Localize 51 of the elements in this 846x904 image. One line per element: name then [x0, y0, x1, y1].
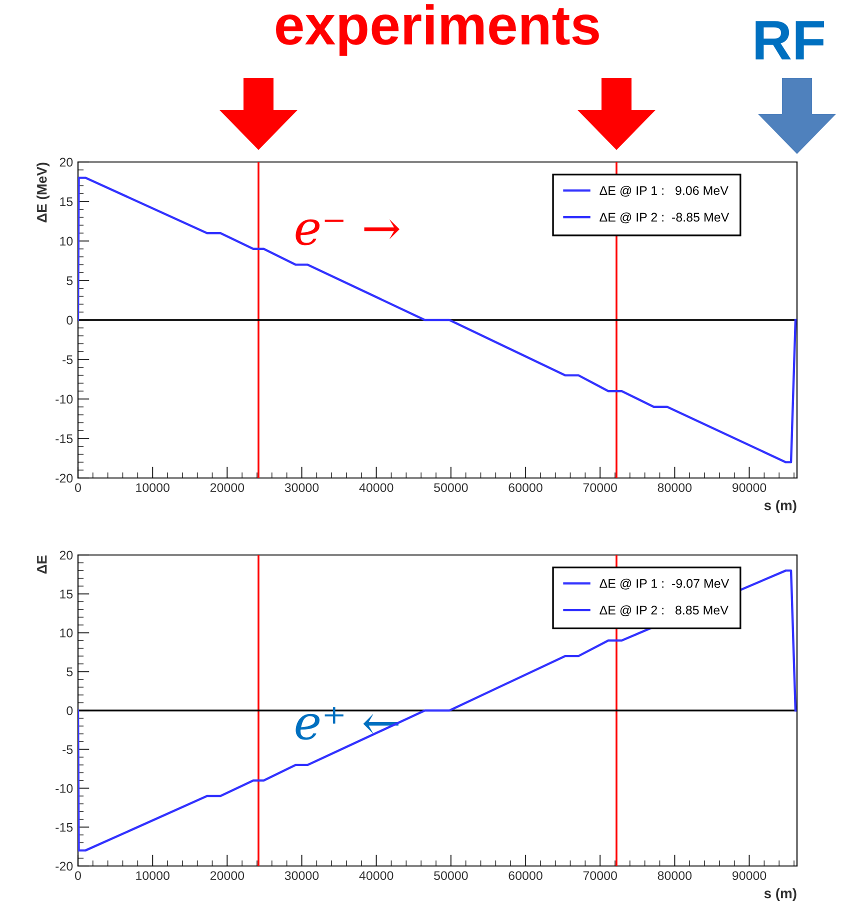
text: RF [756, 21, 824, 60]
y-tick-label: 20 [60, 550, 73, 560]
y-tick-label: -15 [56, 434, 73, 444]
line-series [78, 176, 797, 464]
x-tick-label: 80000 [658, 483, 692, 492]
x-tick-label: 90000 [732, 483, 766, 492]
x-tick-label: 60000 [508, 871, 542, 880]
annotation: ΔE @ IP 2 : 8.85 MeV [600, 605, 728, 616]
x-axis-title: s (m) [764, 500, 796, 514]
y-tick-label: -20 [56, 474, 73, 483]
annotation: ΔE @ IP 1 : 9.06 MeV [600, 186, 728, 197]
y-tick-label: 5 [66, 276, 73, 286]
y-tick-label: -10 [56, 784, 73, 793]
x-tick-label: 0 [75, 483, 81, 492]
line-series [78, 569, 797, 852]
x-tick-label: 20000 [210, 483, 244, 492]
x-tick-label: 10000 [136, 871, 170, 880]
text: experiments [276, 4, 599, 56]
x-tick-label: 40000 [359, 871, 394, 880]
x-tick-label: 30000 [284, 483, 319, 492]
y-tick-label: -15 [56, 823, 73, 832]
y-tick-label: 10 [60, 628, 73, 638]
y-tick-label: 15 [60, 197, 73, 206]
x-tick-label: 70000 [583, 871, 617, 880]
x-tick-label: 50000 [434, 483, 468, 492]
x-tick-label: 40000 [359, 483, 394, 492]
x-axis-title: s (m) [764, 888, 796, 902]
annotation: ΔE @ IP 1 : -9.07 MeV [600, 578, 730, 590]
y-tick-label: -5 [62, 355, 73, 364]
y-tick-label: 15 [60, 590, 73, 599]
x-tick-label: 90000 [732, 871, 766, 880]
y-tick-label: 10 [60, 236, 73, 246]
x-tick-label: 30000 [284, 871, 319, 880]
x-tick-label: 60000 [508, 483, 542, 492]
x-tick-label: 10000 [136, 483, 170, 492]
y-tick-label: -20 [56, 862, 73, 871]
y-tick-label: 0 [66, 316, 73, 325]
y-tick-label: -5 [62, 745, 73, 754]
annotation: e⁻ → [296, 219, 400, 246]
y-tick-label: 5 [66, 668, 73, 676]
y-axis-title: ΔE [37, 556, 47, 574]
y-tick-label: -10 [56, 394, 73, 404]
y-tick-label: 20 [60, 158, 73, 167]
x-tick-label: 0 [75, 871, 81, 880]
x-tick-label: 50000 [434, 871, 468, 880]
x-tick-label: 20000 [210, 871, 244, 880]
x-tick-label: 70000 [583, 483, 617, 492]
x-tick-label: 80000 [658, 871, 692, 880]
annotation: ΔE @ IP 2 : -8.85 MeV [600, 212, 730, 224]
y-tick-label: 0 [66, 706, 73, 716]
y-axis-title: ΔE (MeV) [36, 162, 50, 222]
